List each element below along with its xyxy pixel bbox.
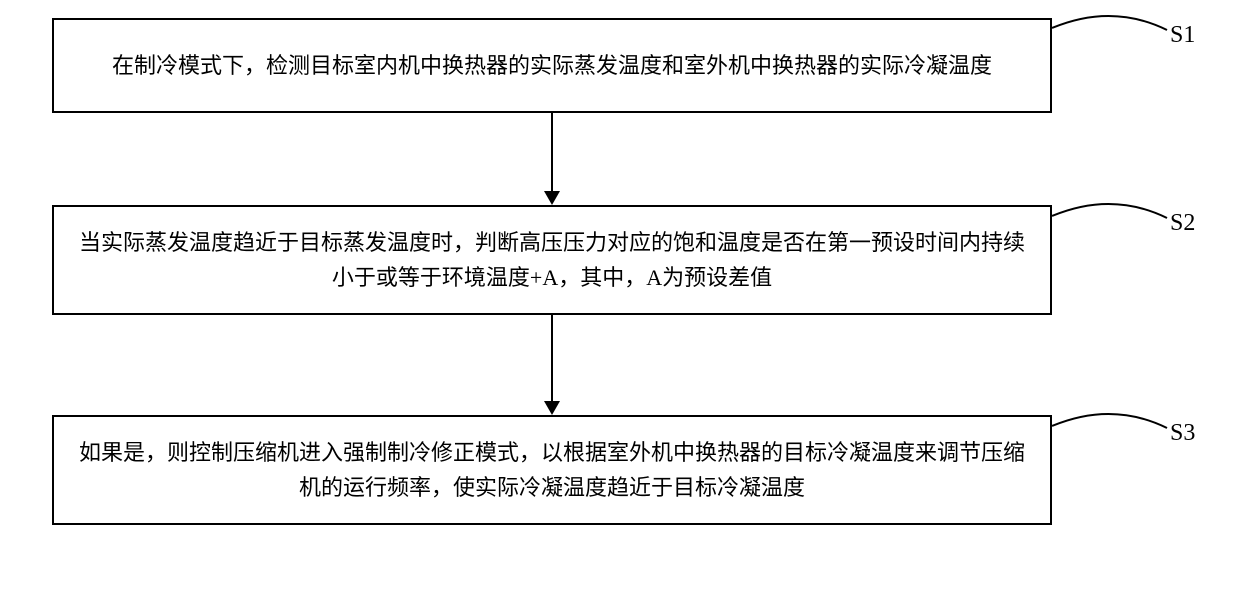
step-text-s3: 如果是，则控制压缩机进入强制制冷修正模式，以根据室外机中换热器的目标冷凝温度来调…: [74, 435, 1030, 505]
step-box-s1: 在制冷模式下，检测目标室内机中换热器的实际蒸发温度和室外机中换热器的实际冷凝温度: [52, 18, 1052, 113]
connector-s3: [1052, 406, 1172, 446]
step-label-s1: S1: [1170, 22, 1195, 49]
arrow-s1-s2: [544, 113, 560, 205]
step-box-s2: 当实际蒸发温度趋近于目标蒸发温度时，判断高压压力对应的饱和温度是否在第一预设时间…: [52, 205, 1052, 315]
step-text-s1: 在制冷模式下，检测目标室内机中换热器的实际蒸发温度和室外机中换热器的实际冷凝温度: [112, 48, 992, 83]
step-label-s3: S3: [1170, 420, 1195, 447]
step-text-s2: 当实际蒸发温度趋近于目标蒸发温度时，判断高压压力对应的饱和温度是否在第一预设时间…: [74, 225, 1030, 295]
arrow-s2-s3: [544, 315, 560, 415]
step-box-s3: 如果是，则控制压缩机进入强制制冷修正模式，以根据室外机中换热器的目标冷凝温度来调…: [52, 415, 1052, 525]
connector-s2: [1052, 196, 1172, 236]
flowchart-container: 在制冷模式下，检测目标室内机中换热器的实际蒸发温度和室外机中换热器的实际冷凝温度…: [0, 0, 1240, 598]
connector-s1: [1052, 8, 1172, 48]
step-label-s2: S2: [1170, 210, 1195, 237]
